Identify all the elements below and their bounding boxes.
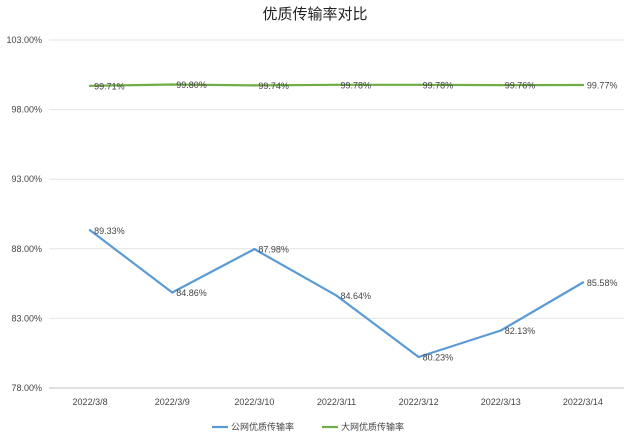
data-point <box>88 84 92 87</box>
x-tick-label: 2022/3/14 <box>563 397 603 407</box>
data-point <box>499 83 502 87</box>
data-point <box>335 83 338 87</box>
data-label: 99.78% <box>423 80 454 90</box>
x-tick-label: 2022/3/8 <box>73 397 108 407</box>
data-label: 99.74% <box>258 81 289 91</box>
data-label: 99.78% <box>341 80 372 90</box>
series-lines <box>88 83 585 359</box>
data-label: 85.58% <box>587 278 618 288</box>
data-point <box>581 281 585 284</box>
x-tick-label: 2022/3/9 <box>155 397 190 407</box>
data-point <box>417 83 420 87</box>
data-point <box>581 83 585 87</box>
data-point <box>253 84 256 87</box>
data-point <box>499 329 502 332</box>
data-point <box>88 229 92 232</box>
x-tick-label: 2022/3/13 <box>481 397 521 407</box>
data-label: 89.33% <box>94 226 125 236</box>
chart-title: 优质传输率对比 <box>262 5 367 23</box>
y-tick-label: 83.00% <box>11 313 42 323</box>
x-tick-label: 2022/3/11 <box>317 397 356 407</box>
data-point <box>171 83 174 86</box>
y-axis: 78.00% 83.00% 88.00% 93.00% 98.00% 103.00% <box>6 35 42 393</box>
legend-label: 公网优质传输率 <box>231 421 294 433</box>
x-tick-label: 2022/3/10 <box>234 397 274 407</box>
data-point <box>253 247 256 251</box>
legend: 公网优质传输率 大网优质传输率 <box>212 421 404 433</box>
data-label: 99.76% <box>505 81 536 91</box>
data-label: 84.86% <box>176 288 207 298</box>
data-labels: 89.33% 84.86% 87.98% 84.64% 80.23% 82.13% 85.5… <box>94 80 617 362</box>
series-line-1 <box>88 229 585 359</box>
data-point <box>417 355 420 359</box>
x-tick-label: 2022/3/12 <box>399 397 439 407</box>
y-tick-label: 93.00% <box>11 174 42 184</box>
data-label: 99.71% <box>94 81 125 91</box>
y-tick-label: 103.00% <box>6 35 42 45</box>
x-axis: 2022/3/8 2022/3/9 2022/3/10 2022/3/11 2022/3… <box>73 397 603 407</box>
data-point <box>171 291 174 294</box>
y-tick-label: 78.00% <box>11 383 42 393</box>
data-label: 99.80% <box>176 80 207 90</box>
grid <box>49 39 624 389</box>
data-label: 87.98% <box>258 245 289 255</box>
data-label: 84.64% <box>341 291 372 301</box>
data-label: 82.13% <box>505 326 536 336</box>
data-label: 99.77% <box>587 80 618 90</box>
data-point <box>335 294 338 297</box>
legend-label: 大网优质传输率 <box>341 421 404 433</box>
y-tick-label: 88.00% <box>11 244 42 254</box>
data-label: 80.23% <box>423 352 454 362</box>
y-tick-label: 98.00% <box>11 105 42 115</box>
